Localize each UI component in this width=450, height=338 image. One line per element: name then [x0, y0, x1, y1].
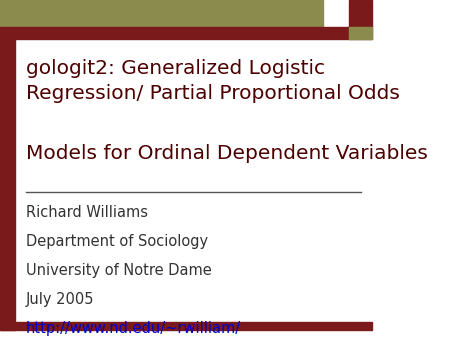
Text: Richard Williams: Richard Williams: [26, 205, 148, 220]
Text: http://www.nd.edu/~rwilliam/: http://www.nd.edu/~rwilliam/: [26, 321, 241, 336]
Bar: [0, 322, 373, 330]
Bar: [0, 39, 15, 330]
Bar: [0, 0, 323, 27]
Text: Models for Ordinal Dependent Variables: Models for Ordinal Dependent Variables: [26, 144, 428, 163]
Text: gologit2: Generalized Logistic
Regression/ Partial Proportional Odds: gologit2: Generalized Logistic Regressio…: [26, 59, 400, 103]
Bar: [15, 39, 371, 322]
Text: University of Notre Dame: University of Notre Dame: [26, 263, 212, 278]
Text: Department of Sociology: Department of Sociology: [26, 234, 208, 249]
Bar: [349, 27, 373, 39]
Bar: [0, 27, 373, 39]
Bar: [349, 0, 373, 27]
Text: July 2005: July 2005: [26, 292, 94, 307]
